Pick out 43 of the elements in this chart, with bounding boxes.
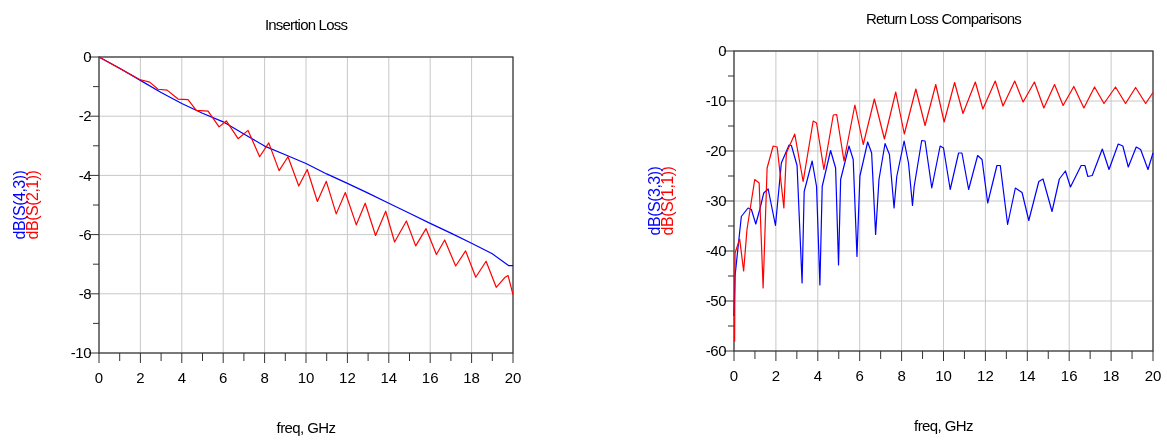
y-tick-label: -8 — [78, 285, 92, 303]
x-tick-label: 16 — [1060, 367, 1078, 384]
y-tick-label: -4 — [78, 166, 92, 184]
x-tick-label: 20 — [504, 369, 522, 386]
x-axis-title: freq, GHz — [276, 419, 336, 436]
line-series — [734, 80, 1154, 343]
x-tick-label: 10 — [297, 369, 315, 386]
x-axis-title: freq, GHz — [914, 417, 973, 434]
y-tick-label: -30 — [705, 192, 727, 210]
y-tick-label: 0 — [83, 48, 92, 66]
y-tick-label: -40 — [705, 242, 727, 260]
y-tick-label: -2 — [78, 107, 92, 125]
x-tick-label: 6 — [219, 369, 228, 386]
x-tick-label: 8 — [897, 367, 906, 384]
x-tick-label: 12 — [339, 369, 356, 386]
y-tick-label: -50 — [705, 292, 727, 310]
x-tick-label: 4 — [177, 369, 186, 386]
x-tick-label: 2 — [771, 367, 781, 384]
x-tick-label: 18 — [463, 369, 480, 386]
y-tick-label: -10 — [705, 92, 727, 110]
x-tick-label: 14 — [1018, 367, 1036, 384]
x-tick-label: 2 — [136, 369, 145, 386]
x-tick-label: 10 — [935, 367, 952, 384]
x-tick-label: 0 — [94, 369, 104, 386]
chart-title: Return Loss Comparisons — [865, 10, 1022, 27]
x-tick-label: 6 — [855, 367, 864, 384]
y-tick-label: -6 — [78, 225, 92, 243]
y-tick-label: -20 — [705, 142, 727, 160]
x-tick-label: 20 — [1144, 367, 1162, 384]
y-tick-label: -10 — [70, 344, 92, 362]
y-tick-label: 0 — [718, 42, 727, 60]
x-tick-label: 14 — [380, 369, 398, 386]
x-tick-label: 12 — [977, 367, 994, 384]
x-tick-label: 0 — [729, 367, 739, 384]
text: dB(S(3,3)) — [646, 166, 663, 236]
line-series — [733, 139, 1154, 317]
x-tick-label: 4 — [813, 367, 822, 384]
y-tick-label: -60 — [705, 342, 727, 360]
chart-title: Insertion Loss — [264, 16, 348, 33]
text: dB(S(4,3)) — [11, 170, 28, 240]
x-tick-label: 16 — [421, 369, 439, 386]
x-tick-label: 18 — [1102, 367, 1120, 384]
x-tick-label: 8 — [260, 369, 269, 386]
